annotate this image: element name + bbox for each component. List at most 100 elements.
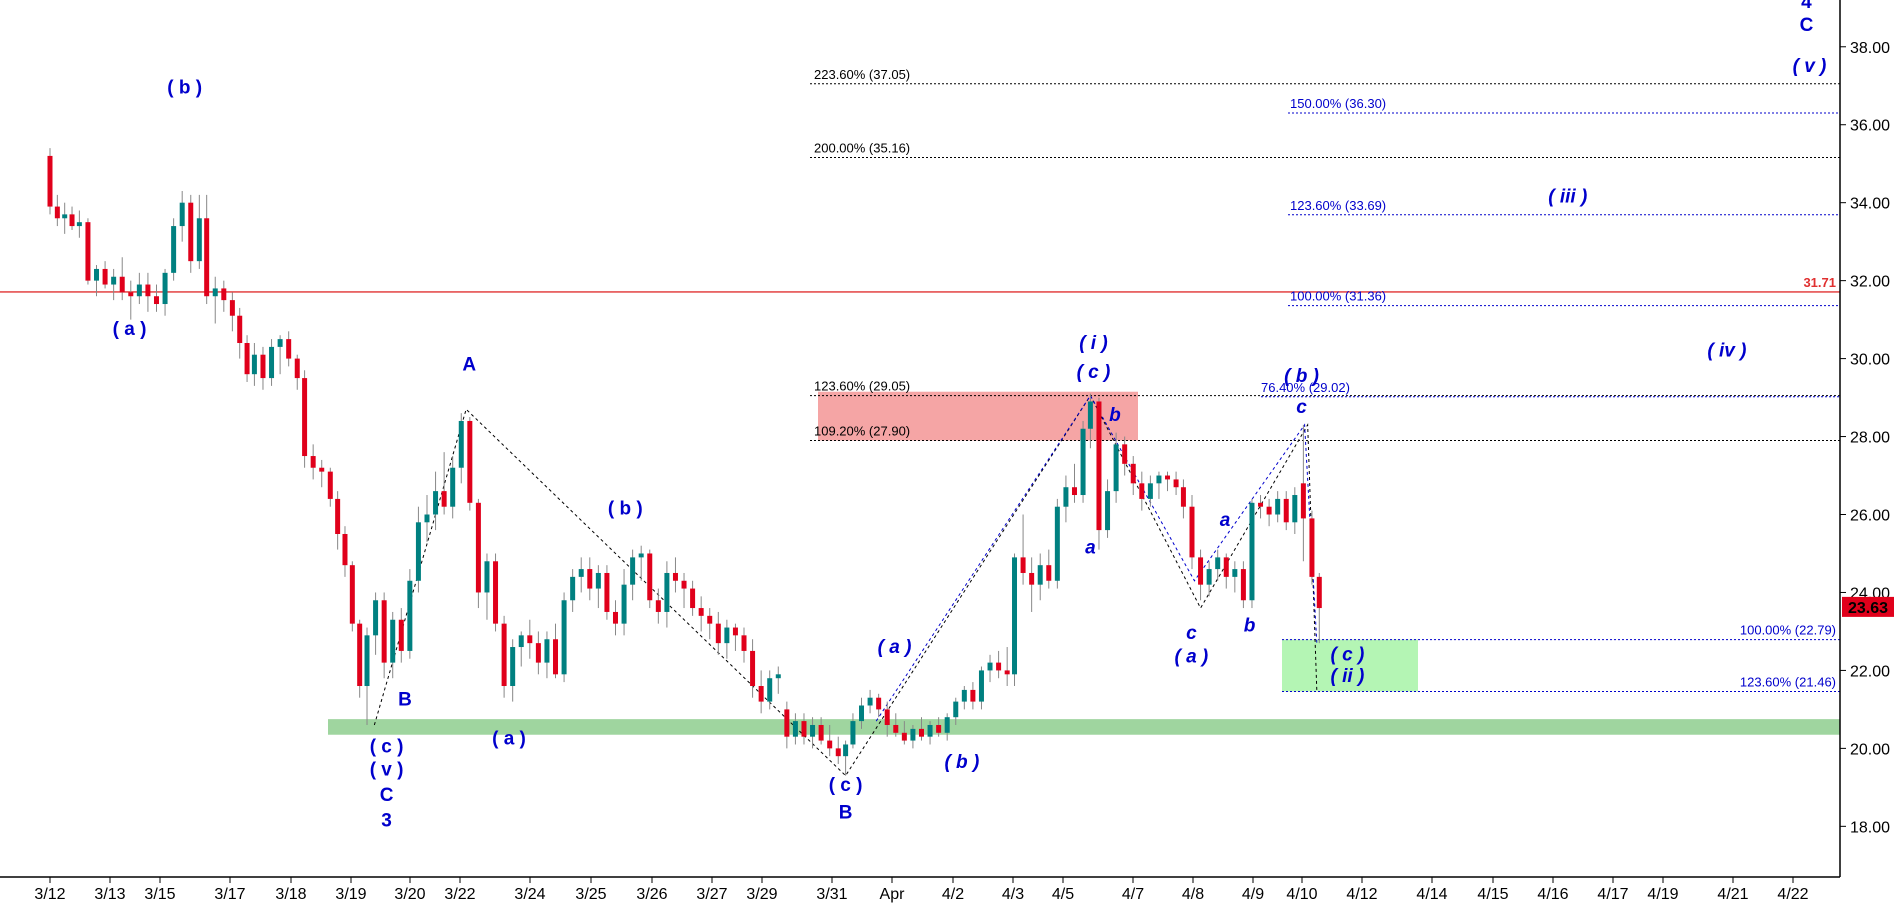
y-tick-label: 20.00 [1850,741,1890,758]
x-tick-label: 3/25 [575,886,606,903]
down-candle [260,346,266,390]
candle-body [978,670,984,702]
candle-body [638,553,644,558]
down-candle [707,608,713,640]
candle-body [544,639,550,663]
candle-body [953,701,959,718]
up-candle [638,545,644,581]
candle-body [996,662,1002,671]
candle-body [1020,557,1026,573]
candle-body [1087,401,1093,429]
candle-body [810,724,816,737]
down-candle [784,701,790,749]
up-candle [927,721,933,745]
wave-labels-layer: ( b ) ( a ) A B ( c ) ( v ) C 3 ( a ) ( b ) ( c ) B… [113,0,1827,831]
candle-body [1156,475,1162,484]
candle-body [294,358,300,379]
up-candle [792,713,798,745]
wave-label-italic: ( b ) [1284,366,1319,387]
down-candle [237,307,243,359]
x-tick-label: 3/19 [335,886,366,903]
fib-label-black: 123.60% (29.05) [814,379,910,394]
candle-body [630,557,636,585]
candle-body [750,650,756,687]
down-candle [302,370,308,468]
candle-body [493,561,499,624]
down-candle [349,561,355,632]
down-candle [1173,471,1179,496]
down-candle [1096,397,1102,550]
up-candle [664,561,670,628]
candle-body [229,300,235,316]
up-candle [843,740,849,776]
x-tick-label: 3/18 [275,886,306,903]
down-candle [145,272,151,312]
down-candle [1020,514,1026,585]
up-candle [510,639,516,702]
down-candle [357,619,363,698]
candle-body [54,206,60,219]
up-candle [62,202,68,234]
fib-label-blue: 123.60% (21.46) [1740,674,1836,689]
candle-body [1147,483,1153,499]
down-candle [335,491,341,550]
up-candle [450,456,456,519]
up-candle [578,557,584,593]
down-candle [286,331,292,367]
up-candle [630,549,636,601]
candle-body [681,580,687,589]
down-candle [996,650,1002,679]
down-candle [85,218,91,285]
candle-body [570,576,576,601]
down-candle [294,354,300,390]
down-candle [1046,549,1052,589]
wave-path-primary [373,394,1318,777]
candle-body [145,284,151,297]
up-candle [373,592,379,655]
up-candle [76,210,82,238]
candle-body [450,467,456,507]
candle-body [373,600,379,636]
down-candle [827,724,833,757]
up-candle [867,689,873,714]
candle-body [672,572,678,581]
candle-body [62,214,68,219]
wave-label: B [839,803,853,824]
candle-body [918,728,924,737]
candle-body [944,717,950,733]
down-candle [244,335,250,382]
up-candle [407,569,413,659]
y-tick-label: 30.00 [1850,352,1890,369]
up-candle [1012,553,1018,687]
candle-body [1198,557,1204,585]
down-candle [188,194,194,273]
fib-label-black: 223.60% (37.05) [814,67,910,82]
up-candle [424,495,430,542]
up-candle [621,569,627,636]
wave-label-italic: a [1220,510,1231,531]
candle-body [484,561,490,593]
candle-body [510,647,516,687]
resistance-label: 31.71 [1803,275,1836,290]
up-candle [1113,432,1119,503]
down-candle [128,280,134,320]
x-tick-label: 4/17 [1597,886,1628,903]
y-tick-label: 32.00 [1850,274,1890,291]
candle-body [535,643,541,663]
candle-body [1258,502,1264,507]
candle-body [1232,569,1238,577]
x-tick-label: 3/22 [444,886,475,903]
down-candle [398,608,404,663]
up-candle [212,276,218,324]
fib-label-blue: 100.00% (31.36) [1290,289,1386,304]
candle-body [612,611,618,624]
down-candle [936,717,942,737]
target-zone [1282,639,1418,692]
up-candle [987,654,993,683]
up-candle [1147,475,1153,507]
down-candle [818,717,824,745]
candle-body [1180,487,1186,507]
wave-label-italic: b [1244,615,1256,636]
candle-body [244,343,250,375]
